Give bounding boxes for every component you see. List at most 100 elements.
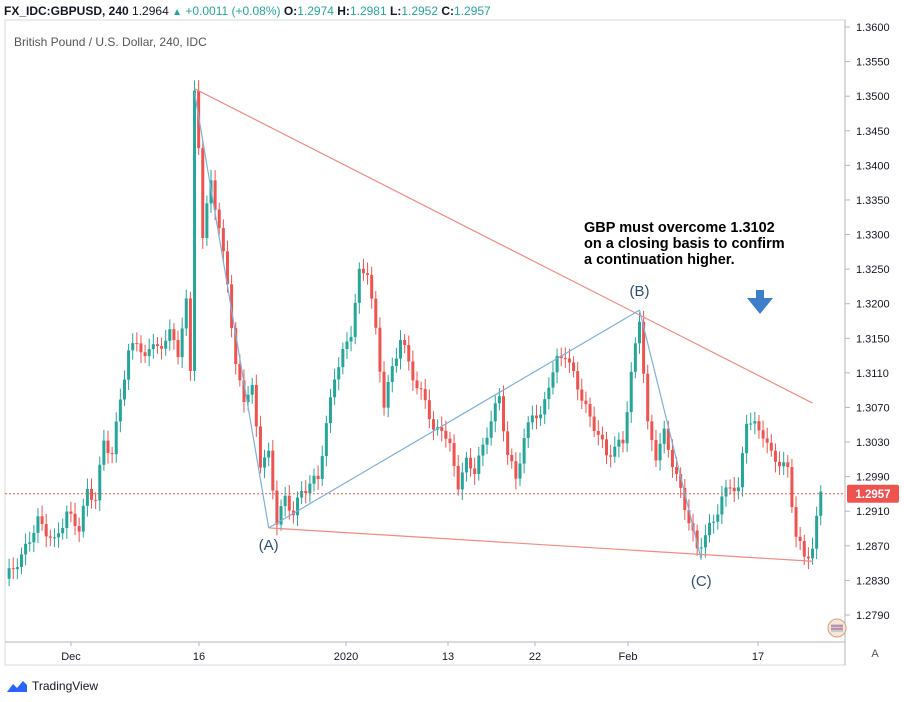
candle-body xyxy=(77,526,81,532)
candle-body xyxy=(98,464,102,501)
upper-trendline xyxy=(194,88,813,404)
candle-body xyxy=(131,343,135,351)
y-tick-label: 1.3250 xyxy=(856,264,890,276)
candle-body xyxy=(526,422,530,439)
candle-body xyxy=(773,450,777,462)
candle-body xyxy=(353,302,357,337)
candle-body xyxy=(394,358,398,367)
candle-body xyxy=(201,148,205,238)
drawings xyxy=(5,88,845,562)
candle-body xyxy=(11,568,15,570)
open-label: O: xyxy=(283,4,298,18)
candle-body xyxy=(57,533,61,538)
candle-body xyxy=(613,446,617,457)
candle-body xyxy=(160,346,164,349)
candle-body xyxy=(460,472,464,490)
wave-labels: (A) (B) (C) xyxy=(259,283,712,590)
candle-body xyxy=(444,430,448,439)
y-tick-label: 1.3200 xyxy=(856,299,890,311)
candle-body xyxy=(279,506,283,525)
candle-body xyxy=(658,443,662,461)
wave-label: (C) xyxy=(691,573,712,590)
open-value: 1.2974 xyxy=(297,4,334,18)
candle-body xyxy=(555,355,559,373)
y-tick-label: 1.2790 xyxy=(856,610,890,622)
last-price-tag: 1.2957 xyxy=(847,484,899,503)
candle-body xyxy=(180,328,184,358)
candle-body xyxy=(456,465,460,490)
y-tick-label: 1.3350 xyxy=(856,195,890,207)
candle-body xyxy=(596,430,600,435)
candle-body xyxy=(806,556,810,559)
candle-body xyxy=(539,414,543,419)
candle-body xyxy=(127,350,131,380)
candle-body xyxy=(316,475,320,480)
candle-body xyxy=(588,404,592,417)
candle-body xyxy=(28,542,32,544)
candle-body xyxy=(118,399,122,422)
candle-body xyxy=(263,457,267,468)
candle-body xyxy=(151,344,155,350)
y-tick-label: 1.2910 xyxy=(856,506,890,518)
candle-body xyxy=(427,400,431,420)
candle-body xyxy=(337,367,341,380)
wave-line xyxy=(638,309,702,560)
candle-body xyxy=(308,483,312,494)
tradingview-footer[interactable]: TradingView xyxy=(6,676,98,696)
candle-body xyxy=(530,415,534,423)
candle-body xyxy=(518,463,522,479)
candle-body xyxy=(24,543,28,555)
candle-body xyxy=(234,328,238,365)
y-tick-label: 1.3110 xyxy=(856,368,889,380)
candle-body xyxy=(110,453,114,455)
candle-body xyxy=(605,439,609,456)
candle-body xyxy=(720,496,724,515)
candle-body xyxy=(390,366,394,383)
candle-body xyxy=(563,358,567,360)
candle-body xyxy=(205,203,209,238)
x-tick-label: Feb xyxy=(619,651,638,663)
auto-scale-button[interactable]: A xyxy=(871,648,879,660)
candle-body xyxy=(287,495,291,511)
y-tick-label: 1.3600 xyxy=(856,22,890,34)
candle-body xyxy=(176,339,180,358)
candle-body xyxy=(802,541,806,557)
candle-body xyxy=(415,380,419,389)
y-tick-label: 1.3450 xyxy=(856,126,890,138)
candle-body xyxy=(19,554,23,568)
candle-body xyxy=(522,438,526,464)
candle-body xyxy=(296,497,300,516)
candle-body xyxy=(679,474,683,488)
candle-body xyxy=(753,421,757,424)
annotation: GBP must overcome 1.3102 on a closing bas… xyxy=(584,220,785,268)
symbol-header: FX_IDC:GBPUSD, 240 1.2964 ▲ +0.0011 (+0.… xyxy=(4,2,491,20)
candle-body xyxy=(551,372,555,388)
wave-line xyxy=(193,92,270,528)
candle-body xyxy=(221,228,225,252)
candle-body xyxy=(724,487,728,497)
candle-body xyxy=(609,455,613,457)
candle-body xyxy=(164,340,168,349)
candle-body xyxy=(703,535,707,548)
tradingview-logo-icon xyxy=(7,681,27,692)
candle-body xyxy=(135,343,139,345)
close-label: C: xyxy=(441,4,455,18)
candle-body xyxy=(670,449,674,467)
candle-body xyxy=(304,490,308,494)
candle-body xyxy=(683,487,687,511)
lower-trendline xyxy=(268,527,813,562)
candle-body xyxy=(357,268,361,303)
candle-body xyxy=(625,412,629,444)
candle-body xyxy=(469,457,473,469)
candle-body xyxy=(370,274,374,299)
y-tick-label: 1.3500 xyxy=(856,91,890,103)
candle-body xyxy=(267,450,271,458)
candle-body xyxy=(765,438,769,443)
flag-icon[interactable] xyxy=(827,618,847,638)
candles xyxy=(7,79,823,587)
candle-body xyxy=(815,515,819,549)
candle-body xyxy=(52,537,56,539)
x-tick-label: 16 xyxy=(193,651,205,663)
candle-body xyxy=(798,536,802,542)
